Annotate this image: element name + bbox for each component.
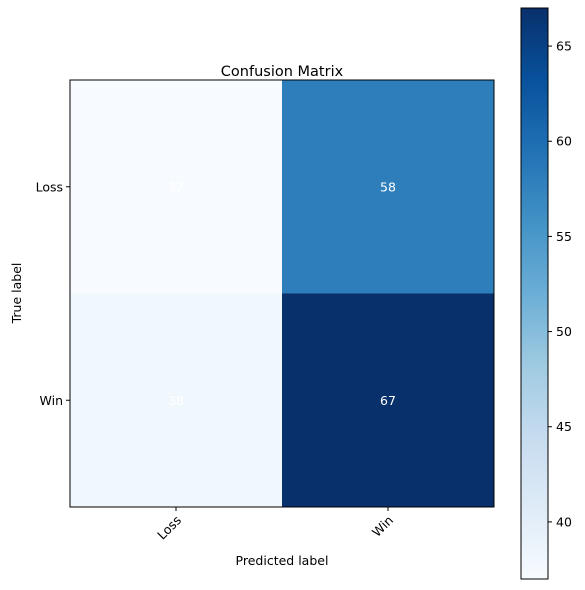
y-axis-ticks: Loss Win xyxy=(36,179,70,408)
x-tick-label: Win xyxy=(369,513,396,540)
plot-frame xyxy=(69,79,495,508)
cell-value-label: 38 xyxy=(168,393,184,408)
colorbar xyxy=(520,7,549,580)
x-axis-label: Predicted label xyxy=(236,553,329,568)
heatmap-cell-labels: 37 58 38 67 xyxy=(168,179,396,408)
heatmap-cell xyxy=(70,293,282,507)
colorbar-ticks: 40 45 50 55 60 65 xyxy=(548,39,572,529)
colorbar-tick-label: 55 xyxy=(556,229,572,244)
heatmap-cell xyxy=(282,293,494,507)
colorbar-tick-label: 50 xyxy=(556,324,572,339)
colorbar-tick-label: 45 xyxy=(556,419,572,434)
cell-value-label: 58 xyxy=(380,179,396,194)
x-axis-ticks: Loss Win xyxy=(154,507,396,543)
heatmap-cells xyxy=(70,80,494,507)
chart-title: Confusion Matrix xyxy=(221,64,344,80)
x-tick-label: Loss xyxy=(154,513,184,543)
colorbar-tick-label: 60 xyxy=(556,134,572,149)
y-tick-label: Loss xyxy=(36,179,63,194)
heatmap-cell xyxy=(70,80,282,294)
cell-value-label: 67 xyxy=(380,393,396,408)
y-axis-label: True label xyxy=(9,263,24,325)
heatmap-cell xyxy=(282,80,494,294)
colorbar-tick-label: 40 xyxy=(556,514,572,529)
colorbar-tick-label: 65 xyxy=(556,39,572,54)
y-tick-label: Win xyxy=(40,393,63,408)
cell-value-label: 37 xyxy=(168,179,184,194)
